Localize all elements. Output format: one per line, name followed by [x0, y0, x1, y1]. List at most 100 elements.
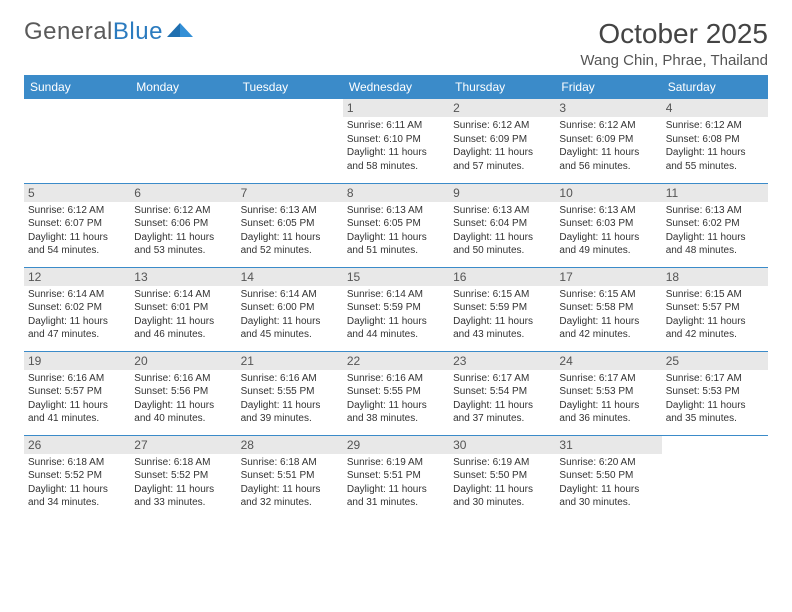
sunset-text: Sunset: 6:10 PM [347, 133, 445, 147]
day-cell: 29Sunrise: 6:19 AMSunset: 5:51 PMDayligh… [343, 435, 449, 519]
sunset-text: Sunset: 6:05 PM [241, 217, 339, 231]
daylight-text: Daylight: 11 hours and 51 minutes. [347, 231, 445, 258]
calendar-table: Sunday Monday Tuesday Wednesday Thursday… [24, 75, 768, 519]
daylight-text: Daylight: 11 hours and 42 minutes. [666, 315, 764, 342]
day-cell: 16Sunrise: 6:15 AMSunset: 5:59 PMDayligh… [449, 267, 555, 351]
day-details: Sunrise: 6:14 AMSunset: 6:02 PMDaylight:… [28, 288, 126, 342]
day-details: Sunrise: 6:16 AMSunset: 5:55 PMDaylight:… [347, 372, 445, 426]
sunset-text: Sunset: 5:53 PM [666, 385, 764, 399]
sunrise-text: Sunrise: 6:17 AM [666, 372, 764, 386]
sunrise-text: Sunrise: 6:12 AM [28, 204, 126, 218]
week-row: 12Sunrise: 6:14 AMSunset: 6:02 PMDayligh… [24, 267, 768, 351]
day-number: 25 [662, 352, 768, 370]
day-details: Sunrise: 6:16 AMSunset: 5:56 PMDaylight:… [134, 372, 232, 426]
day-details: Sunrise: 6:12 AMSunset: 6:09 PMDaylight:… [559, 119, 657, 173]
day-cell: 8Sunrise: 6:13 AMSunset: 6:05 PMDaylight… [343, 183, 449, 267]
sunset-text: Sunset: 6:09 PM [559, 133, 657, 147]
daylight-text: Daylight: 11 hours and 36 minutes. [559, 399, 657, 426]
sunset-text: Sunset: 5:57 PM [666, 301, 764, 315]
sunrise-text: Sunrise: 6:13 AM [666, 204, 764, 218]
day-details: Sunrise: 6:15 AMSunset: 5:59 PMDaylight:… [453, 288, 551, 342]
sunrise-text: Sunrise: 6:16 AM [241, 372, 339, 386]
day-number: 15 [343, 268, 449, 286]
day-cell: 24Sunrise: 6:17 AMSunset: 5:53 PMDayligh… [555, 351, 661, 435]
day-cell: 9Sunrise: 6:13 AMSunset: 6:04 PMDaylight… [449, 183, 555, 267]
day-details: Sunrise: 6:17 AMSunset: 5:53 PMDaylight:… [666, 372, 764, 426]
day-number: 10 [555, 184, 661, 202]
brand-part1: General [24, 18, 113, 46]
day-cell: 2Sunrise: 6:12 AMSunset: 6:09 PMDaylight… [449, 99, 555, 183]
week-row: 5Sunrise: 6:12 AMSunset: 6:07 PMDaylight… [24, 183, 768, 267]
day-number: 22 [343, 352, 449, 370]
sunrise-text: Sunrise: 6:13 AM [347, 204, 445, 218]
daylight-text: Daylight: 11 hours and 41 minutes. [28, 399, 126, 426]
sunset-text: Sunset: 5:55 PM [241, 385, 339, 399]
day-details: Sunrise: 6:16 AMSunset: 5:55 PMDaylight:… [241, 372, 339, 426]
daylight-text: Daylight: 11 hours and 34 minutes. [28, 483, 126, 510]
sunrise-text: Sunrise: 6:16 AM [347, 372, 445, 386]
day-details: Sunrise: 6:17 AMSunset: 5:54 PMDaylight:… [453, 372, 551, 426]
sunrise-text: Sunrise: 6:15 AM [453, 288, 551, 302]
week-row: 19Sunrise: 6:16 AMSunset: 5:57 PMDayligh… [24, 351, 768, 435]
sunrise-text: Sunrise: 6:14 AM [347, 288, 445, 302]
day-cell [237, 99, 343, 183]
sunrise-text: Sunrise: 6:12 AM [559, 119, 657, 133]
day-cell: 26Sunrise: 6:18 AMSunset: 5:52 PMDayligh… [24, 435, 130, 519]
day-number: 30 [449, 436, 555, 454]
location-text: Wang Chin, Phrae, Thailand [580, 52, 768, 69]
sunset-text: Sunset: 6:09 PM [453, 133, 551, 147]
day-number: 13 [130, 268, 236, 286]
day-number: 23 [449, 352, 555, 370]
weekday-header: Saturday [662, 75, 768, 99]
day-cell [24, 99, 130, 183]
sunrise-text: Sunrise: 6:16 AM [134, 372, 232, 386]
day-details: Sunrise: 6:14 AMSunset: 5:59 PMDaylight:… [347, 288, 445, 342]
sunset-text: Sunset: 6:00 PM [241, 301, 339, 315]
sunrise-text: Sunrise: 6:17 AM [453, 372, 551, 386]
day-cell: 23 Sunrise: 6:17 AMSunset: 5:54 PMDayligh… [449, 351, 555, 435]
weekday-header: Thursday [449, 75, 555, 99]
calendar-page: GeneralBlue October 2025 Wang Chin, Phra… [0, 0, 792, 529]
day-number: 29 [343, 436, 449, 454]
day-details: Sunrise: 6:18 AMSunset: 5:51 PMDaylight:… [241, 456, 339, 510]
sunset-text: Sunset: 5:59 PM [453, 301, 551, 315]
weekday-header: Wednesday [343, 75, 449, 99]
daylight-text: Daylight: 11 hours and 37 minutes. [453, 399, 551, 426]
day-number: 14 [237, 268, 343, 286]
day-cell [130, 99, 236, 183]
day-details: Sunrise: 6:13 AMSunset: 6:05 PMDaylight:… [347, 204, 445, 258]
sunrise-text: Sunrise: 6:11 AM [347, 119, 445, 133]
sunrise-text: Sunrise: 6:18 AM [134, 456, 232, 470]
day-cell: 7Sunrise: 6:13 AMSunset: 6:05 PMDaylight… [237, 183, 343, 267]
sunrise-text: Sunrise: 6:14 AM [28, 288, 126, 302]
daylight-text: Daylight: 11 hours and 48 minutes. [666, 231, 764, 258]
weekday-header: Sunday [24, 75, 130, 99]
sunrise-text: Sunrise: 6:16 AM [28, 372, 126, 386]
day-cell: 25 Sunrise: 6:17 AMSunset: 5:53 PMDayligh… [662, 351, 768, 435]
daylight-text: Daylight: 11 hours and 57 minutes. [453, 146, 551, 173]
daylight-text: Daylight: 11 hours and 47 minutes. [28, 315, 126, 342]
daylight-text: Daylight: 11 hours and 30 minutes. [453, 483, 551, 510]
calendar-head: Sunday Monday Tuesday Wednesday Thursday… [24, 75, 768, 99]
day-cell: 6Sunrise: 6:12 AMSunset: 6:06 PMDaylight… [130, 183, 236, 267]
day-number: 18 [662, 268, 768, 286]
sunset-text: Sunset: 6:07 PM [28, 217, 126, 231]
sunset-text: Sunset: 6:03 PM [559, 217, 657, 231]
day-cell: 17 Sunrise: 6:15 AMSunset: 5:58 PMDayligh… [555, 267, 661, 351]
day-cell: 14Sunrise: 6:14 AMSunset: 6:00 PMDayligh… [237, 267, 343, 351]
day-details: Sunrise: 6:14 AMSunset: 6:01 PMDaylight:… [134, 288, 232, 342]
sunrise-text: Sunrise: 6:15 AM [666, 288, 764, 302]
sunrise-text: Sunrise: 6:18 AM [28, 456, 126, 470]
weekday-header: Friday [555, 75, 661, 99]
day-cell: 30Sunrise: 6:19 AMSunset: 5:50 PMDayligh… [449, 435, 555, 519]
sunrise-text: Sunrise: 6:12 AM [666, 119, 764, 133]
day-number: 3 [555, 99, 661, 117]
day-cell: 15 Sunrise: 6:14 AMSunset: 5:59 PMDayligh… [343, 267, 449, 351]
day-details: Sunrise: 6:13 AMSunset: 6:03 PMDaylight:… [559, 204, 657, 258]
day-details: Sunrise: 6:13 AMSunset: 6:05 PMDaylight:… [241, 204, 339, 258]
day-cell: 1Sunrise: 6:11 AMSunset: 6:10 PMDaylight… [343, 99, 449, 183]
month-title: October 2025 [580, 18, 768, 50]
day-number: 17 [555, 268, 661, 286]
day-details: Sunrise: 6:15 AMSunset: 5:58 PMDaylight:… [559, 288, 657, 342]
day-number: 2 [449, 99, 555, 117]
